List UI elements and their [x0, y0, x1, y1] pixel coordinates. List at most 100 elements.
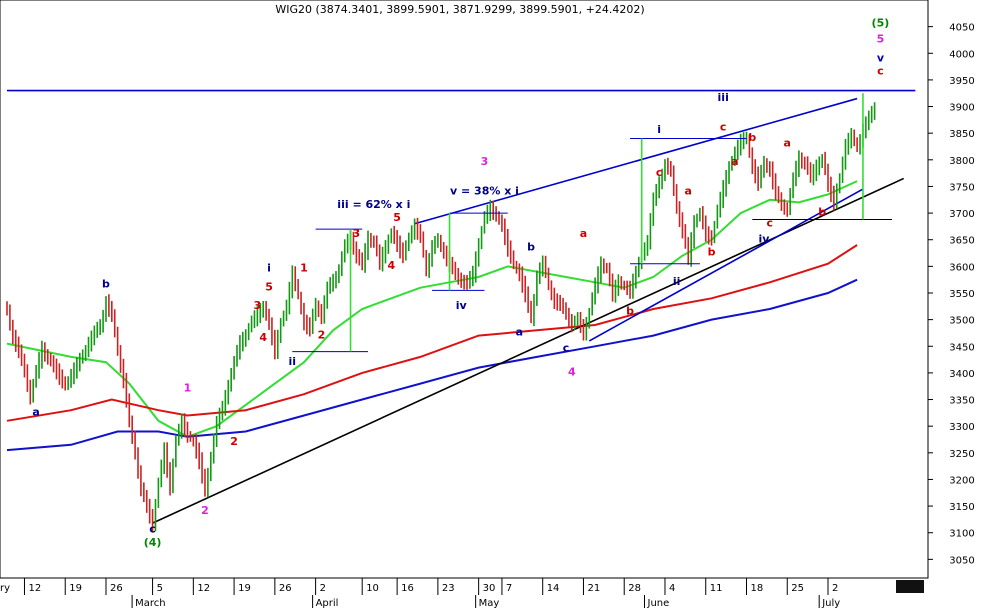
wave-label: c [720, 121, 727, 134]
y-tick-label: 4050 [949, 23, 974, 34]
y-tick-label: 3100 [949, 529, 974, 540]
wave-label: 3 [353, 227, 361, 240]
wave-label: (4) [144, 536, 162, 549]
x-tick-label: 19 [238, 583, 251, 594]
month-label: June [647, 598, 670, 608]
x-tick-label: 30 [483, 583, 496, 594]
wave-label: b [818, 206, 826, 219]
x-tick-label: 2 [320, 583, 326, 594]
wave-label: 1 [184, 382, 192, 395]
x-tick-label: 10 [366, 583, 379, 594]
y-tick-label: 3350 [949, 396, 974, 407]
wave-label: a [685, 184, 692, 197]
y-axis: 3050 3100 3150 3200 3250 3300 3350 3400 3450 3500… [928, 23, 975, 566]
wave-label: 3 [254, 299, 262, 312]
wave-label: a [32, 406, 39, 419]
wave-label: b [626, 304, 634, 317]
wave-label: ii [673, 275, 681, 288]
x-axis: 12 19 26 5 12 19 26 2 10 16 23 30 7 14 21 28 4 11 18 25 2 Mar… [0, 577, 928, 608]
wave-label: 5 [265, 280, 273, 293]
wave-label: 2 [230, 435, 238, 448]
wave-label: iv [456, 299, 468, 312]
wave-label: 4 [387, 259, 395, 272]
y-tick-label: 3300 [949, 422, 974, 433]
month-label: July [821, 598, 840, 608]
wave-label: 1 [300, 262, 308, 275]
horizontal-levels [292, 138, 893, 353]
y-tick-label: 3600 [949, 262, 974, 273]
x-tick-label: 26 [279, 583, 292, 594]
x-tick-label: 5 [157, 583, 163, 594]
x-tick-label: 16 [401, 583, 414, 594]
wave-label: a [784, 136, 791, 149]
x-tick-label: 28 [628, 583, 641, 594]
y-tick-label: 3450 [949, 342, 974, 353]
wave-label: a [731, 155, 738, 168]
wave-label: 2 [201, 504, 209, 517]
wave-label: (5) [872, 17, 890, 30]
y-tick-label: 3700 [949, 209, 974, 220]
wave-label: v [877, 51, 885, 64]
wave-label: a [580, 227, 587, 240]
y-tick-label: 3050 [949, 555, 974, 566]
wave-label: iii = 62% x i [337, 198, 410, 211]
wave-label: 4 [259, 331, 267, 344]
wave-label: 3 [481, 155, 489, 168]
x-tick-label: 19 [69, 583, 82, 594]
x-axis-leftmost-label: ry [0, 583, 10, 594]
month-label: April [316, 598, 339, 608]
wave-label: c [877, 65, 884, 78]
x-tick-label: 26 [110, 583, 123, 594]
wave-label: 5 [877, 33, 885, 46]
wave-label: b [708, 246, 716, 259]
y-tick-label: 3900 [949, 103, 974, 114]
x-tick-label: 14 [547, 583, 560, 594]
y-tick-label: 4000 [949, 49, 974, 60]
moving-average-line-3 [6, 278, 858, 452]
trend-line-2 [414, 97, 858, 225]
vertical-ranges [349, 93, 864, 352]
wave-label: c [656, 166, 663, 179]
x-tick-label: 11 [710, 583, 723, 594]
price-bars [6, 102, 876, 533]
month-label: March [135, 598, 165, 608]
y-tick-label: 3850 [949, 129, 974, 140]
wave-label: v = 38% x i [450, 184, 519, 197]
trend-lines [7, 89, 916, 524]
x-tick-label: 2 [832, 583, 838, 594]
x-tick-label: 25 [791, 583, 804, 594]
x-tick-label: 12 [197, 583, 210, 594]
y-tick-label: 3550 [949, 289, 974, 300]
wave-label: b [102, 278, 110, 291]
wave-label: b [748, 131, 756, 144]
x-tick-label: 18 [750, 583, 763, 594]
wave-label: iv [758, 232, 770, 245]
moving-average-line-2 [6, 244, 858, 422]
scroll-thumb[interactable] [896, 580, 924, 593]
y-tick-label: 3950 [949, 76, 974, 87]
x-tick-label: 4 [669, 583, 675, 594]
wave-label: 4 [568, 366, 576, 379]
y-tick-label: 3250 [949, 449, 974, 460]
wave-label: c [149, 523, 156, 536]
wave-label: c [767, 216, 774, 229]
wave-label: iii [718, 91, 729, 104]
y-tick-label: 3650 [949, 236, 974, 247]
month-label: May [479, 598, 500, 608]
y-tick-label: 3400 [949, 369, 974, 380]
x-tick-label: 12 [28, 583, 41, 594]
wave-label: b [527, 240, 535, 253]
y-tick-label: 3750 [949, 182, 974, 193]
wave-label: 5 [393, 211, 401, 224]
x-tick-label: 7 [506, 583, 512, 594]
x-tick-label: 21 [587, 583, 600, 594]
wave-label: 2 [318, 328, 326, 341]
wave-label: c [563, 342, 570, 355]
chart-title: WIG20 (3874.3401, 3899.5901, 3871.9299, … [275, 3, 644, 16]
y-tick-label: 3800 [949, 156, 974, 167]
wave-label: a [516, 326, 523, 339]
wave-label: i [267, 262, 271, 275]
x-tick-label: 23 [442, 583, 455, 594]
